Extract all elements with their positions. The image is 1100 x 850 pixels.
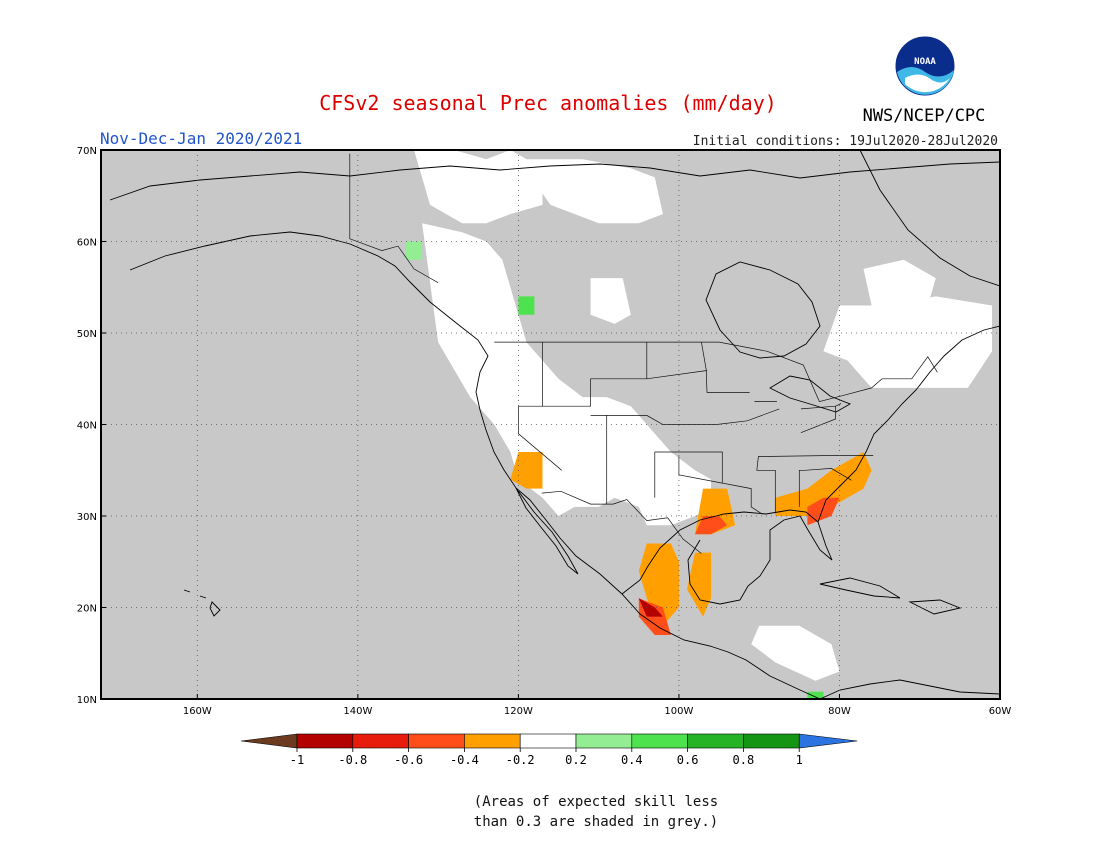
lon-tick-label: 120W [504,706,533,717]
legend-swatch [519,733,577,749]
anomaly-region-darkred [638,598,663,617]
lon-tick-label: 80W [828,706,851,717]
coastline-gulf [621,509,833,605]
border-line [798,468,852,507]
legend-swatch [575,733,633,749]
legend-swatch [687,733,744,749]
lon-tick-label: 140W [343,706,372,717]
noaa-logo: NOAA [895,36,955,96]
border-line [678,456,723,484]
legend-swatch [464,733,521,749]
legend-swatch [408,733,465,749]
legend-label: -1 [290,753,304,767]
baja-california [515,487,579,575]
legend-swatch [631,733,688,749]
cuba [819,577,901,599]
skill-note-line1: (Areas of expected skill less [474,794,718,810]
greenland-coast [859,150,1000,287]
legend-label: -0.4 [450,753,479,767]
lat-tick-label: 30N [77,512,97,523]
anomaly-region-red [807,497,840,526]
anomaly-region-green [518,296,535,315]
anomaly-region-green [807,691,824,699]
coastline-west [129,231,821,699]
map-panel: 70N 60N 50N 40N 30N 20N 10N 160W 140W 120W 100W 80W… [77,146,1012,717]
anomaly-region-no_anomaly [863,259,936,315]
great-lakes [769,375,852,413]
legend-label: 1 [796,753,803,767]
lat-tick-label: 50N [77,329,97,340]
border-line [654,451,763,515]
hawaii [183,589,221,617]
anomaly-region-no_anomaly [518,159,663,224]
border-line [590,408,780,425]
legend-label: 0.2 [565,753,587,767]
legend-label: 0.6 [677,753,699,767]
coastlines-and-borders [109,150,1000,699]
legend-swatch [296,733,354,749]
anomaly-region-no_anomaly [590,278,631,324]
legend-low-arrow [240,733,298,749]
lat-tick-label: 70N [77,146,97,157]
border-line [756,455,874,514]
lon-tick-label: 160W [183,706,212,717]
border-line [701,342,708,393]
legend-label: -0.8 [338,753,367,767]
anomaly-region-no_anomaly [422,223,711,526]
colorbar-legend: -1 -0.8 -0.6 -0.4 -0.2 0.2 0.4 0.6 0.8 1 [240,733,858,767]
initial-conditions-label: Initial conditions: 19Jul2020-28Jul2020 [693,134,998,149]
border-line [646,370,708,380]
border-line [349,153,439,284]
lat-tick-label: 40N [77,421,97,432]
anomaly-region-orange [510,452,543,489]
arctic-coast [109,161,1000,201]
legend-swatch [352,733,409,749]
legend-label: 0.4 [621,753,643,767]
anomaly-region-no_anomaly [751,625,840,681]
chart-title: CFSv2 seasonal Prec anomalies (mm/day) [319,91,777,115]
lat-tick-label: 60N [77,238,97,249]
lat-tick-label: 10N [77,695,97,706]
south-america-coast [819,679,1000,699]
skill-note-line2: than 0.3 are shaded in grey.) [474,814,718,830]
anomaly-region-no_anomaly [823,296,992,388]
border-line [800,403,842,434]
anomaly-region-red [695,516,728,535]
legend-label: -0.2 [506,753,535,767]
legend-label: 0.8 [733,753,755,767]
coastline-east [817,325,1000,523]
anomaly-region-no_anomaly [414,150,543,224]
border-line [541,490,702,554]
anomaly-region-lightgreen [406,241,423,260]
lat-tick-label: 20N [77,604,97,615]
hudson-bay [705,261,821,359]
legend-high-arrow [798,733,858,749]
lon-tick-label: 60W [989,706,1012,717]
legend-swatch [743,733,800,749]
political-borders [349,153,938,554]
hispaniola [908,599,962,615]
axis-ticks: 70N 60N 50N 40N 30N 20N 10N 160W 140W 120W 100W 80W… [77,146,1012,717]
agency-label: NWS/NCEP/CPC [863,106,986,126]
border-line [800,405,836,410]
border-line [518,342,648,407]
logo-text: NOAA [914,57,936,67]
legend-label: -0.6 [394,753,423,767]
border-line [494,341,938,403]
lon-tick-label: 100W [664,706,693,717]
season-label: Nov-Dec-Jan 2020/2021 [100,129,302,148]
